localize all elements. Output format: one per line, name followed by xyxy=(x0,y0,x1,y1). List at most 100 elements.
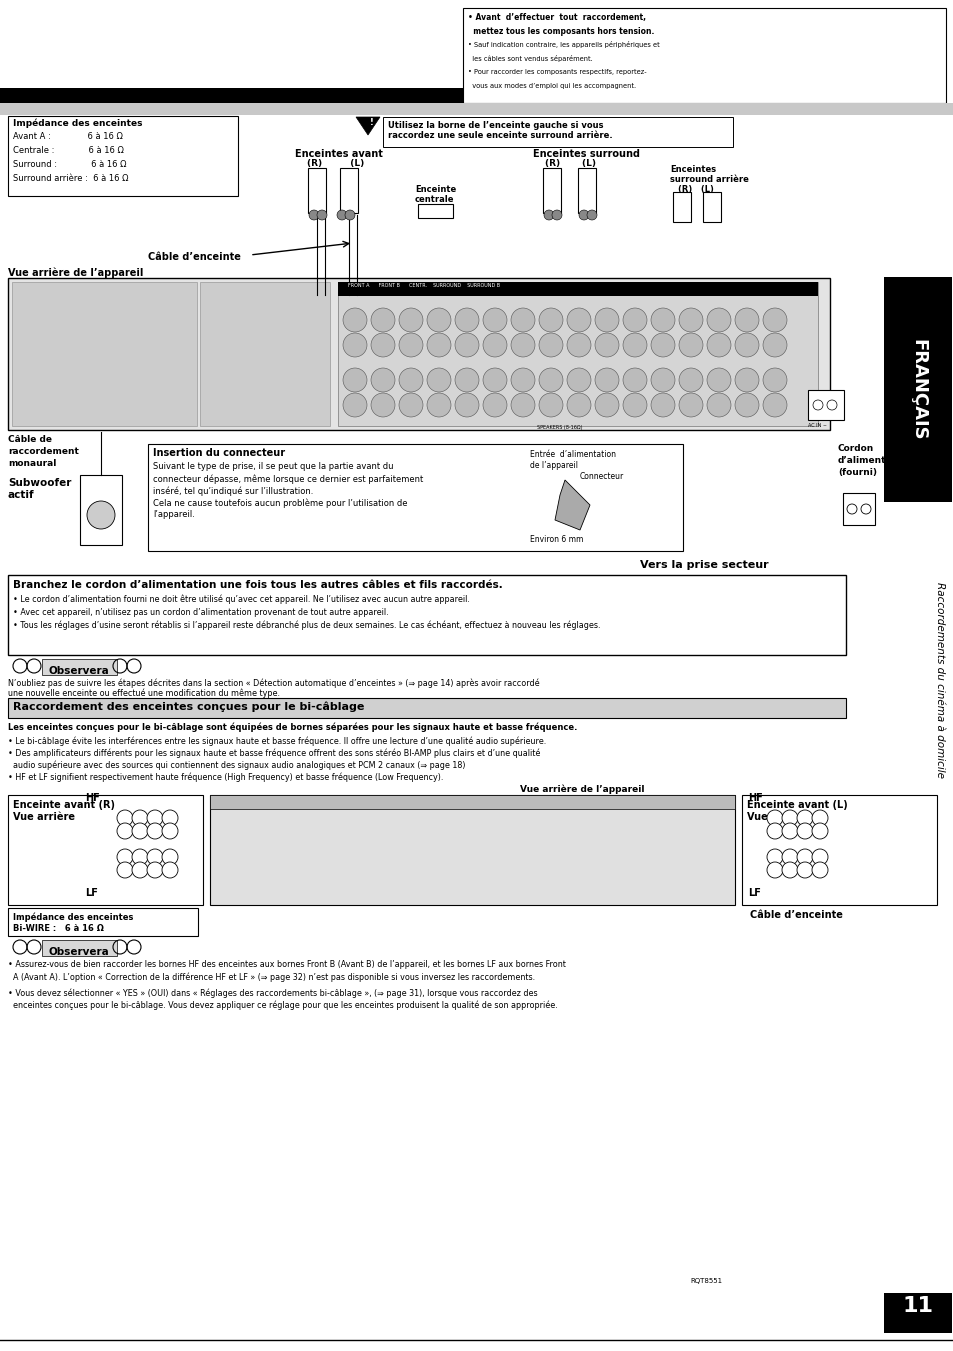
Bar xyxy=(8,278,829,430)
Circle shape xyxy=(398,367,422,392)
Text: AC IN ~: AC IN ~ xyxy=(807,423,826,428)
Bar xyxy=(148,444,682,551)
Circle shape xyxy=(427,393,451,417)
Circle shape xyxy=(734,367,759,392)
Circle shape xyxy=(781,862,797,878)
Circle shape xyxy=(566,308,590,332)
Text: raccordement: raccordement xyxy=(8,447,79,457)
Circle shape xyxy=(796,823,812,839)
Text: Environ 6 mm: Environ 6 mm xyxy=(530,535,583,544)
Text: connecteur dépasse, même lorsque ce dernier est parfaitement: connecteur dépasse, même lorsque ce dern… xyxy=(152,474,423,484)
Bar xyxy=(542,168,560,213)
Text: • HF et LF signifient respectivement haute fréquence (High Frequency) et basse f: • HF et LF signifient respectivement hau… xyxy=(8,773,443,782)
Circle shape xyxy=(398,393,422,417)
Text: Avant A :              6 à 16 Ω: Avant A : 6 à 16 Ω xyxy=(13,132,123,141)
Circle shape xyxy=(147,862,163,878)
Bar xyxy=(883,277,951,503)
Bar xyxy=(702,192,720,222)
Circle shape xyxy=(343,332,367,357)
Circle shape xyxy=(162,811,178,825)
Circle shape xyxy=(762,308,786,332)
Circle shape xyxy=(650,367,675,392)
Bar xyxy=(200,282,330,426)
Circle shape xyxy=(336,209,347,220)
Text: Connecteur: Connecteur xyxy=(579,471,623,481)
Bar xyxy=(12,282,196,426)
Bar xyxy=(672,192,690,222)
Circle shape xyxy=(650,393,675,417)
Circle shape xyxy=(578,209,588,220)
Bar xyxy=(8,698,845,717)
Circle shape xyxy=(398,308,422,332)
Text: Vue arrière: Vue arrière xyxy=(746,812,808,821)
Text: Centrale :             6 à 16 Ω: Centrale : 6 à 16 Ω xyxy=(13,146,124,155)
Text: Enceinte avant (L): Enceinte avant (L) xyxy=(746,800,847,811)
Circle shape xyxy=(147,848,163,865)
Circle shape xyxy=(543,209,554,220)
Bar xyxy=(8,116,237,196)
Text: • Tous les réglages d’usine seront rétablis si l’appareil reste débranché plus d: • Tous les réglages d’usine seront rétab… xyxy=(13,621,599,631)
Circle shape xyxy=(87,501,115,530)
Circle shape xyxy=(309,209,318,220)
Bar xyxy=(80,476,122,544)
Circle shape xyxy=(427,308,451,332)
Circle shape xyxy=(455,332,478,357)
Text: • Sauf indication contraire, les appareils périphériques et: • Sauf indication contraire, les apparei… xyxy=(468,41,659,49)
Bar xyxy=(42,940,117,957)
Text: Bi-WIRE :   6 à 16 Ω: Bi-WIRE : 6 à 16 Ω xyxy=(13,924,104,934)
Text: Cela ne cause toutefois aucun problème pour l’utilisation de: Cela ne cause toutefois aucun problème p… xyxy=(152,499,407,508)
Circle shape xyxy=(622,393,646,417)
Circle shape xyxy=(343,393,367,417)
Polygon shape xyxy=(555,480,589,530)
Circle shape xyxy=(371,308,395,332)
Circle shape xyxy=(650,332,675,357)
Bar xyxy=(0,103,953,115)
Text: • Pour raccorder les composants respectifs, reportez-: • Pour raccorder les composants respecti… xyxy=(468,69,646,76)
Circle shape xyxy=(316,209,327,220)
Text: Impédance des enceintes: Impédance des enceintes xyxy=(13,119,142,128)
Circle shape xyxy=(762,367,786,392)
Circle shape xyxy=(595,308,618,332)
Text: raccordez une seule enceinte surround arrière.: raccordez une seule enceinte surround ar… xyxy=(388,131,612,141)
Circle shape xyxy=(706,332,730,357)
Circle shape xyxy=(796,862,812,878)
Text: • Le cordon d’alimentation fourni ne doit être utilisé qu’avec cet appareil. Ne : • Le cordon d’alimentation fourni ne doi… xyxy=(13,594,470,604)
Circle shape xyxy=(595,367,618,392)
Circle shape xyxy=(734,332,759,357)
Text: • Vous devez sélectionner « YES » (OUI) dans « Réglages des raccordements bi-câb: • Vous devez sélectionner « YES » (OUI) … xyxy=(8,988,537,997)
Bar xyxy=(417,204,453,218)
Text: HF: HF xyxy=(85,793,100,802)
Text: l’appareil.: l’appareil. xyxy=(152,509,194,519)
Circle shape xyxy=(132,848,148,865)
Text: • Des amplificateurs différents pour les signaux haute et basse fréquence offren: • Des amplificateurs différents pour les… xyxy=(8,748,539,758)
Circle shape xyxy=(566,367,590,392)
Circle shape xyxy=(147,823,163,839)
Circle shape xyxy=(622,308,646,332)
Text: Entrée  d’alimentation: Entrée d’alimentation xyxy=(530,450,616,459)
Circle shape xyxy=(586,209,597,220)
Text: RQT8551: RQT8551 xyxy=(689,1278,721,1283)
Circle shape xyxy=(781,811,797,825)
Text: Subwoofer: Subwoofer xyxy=(8,478,71,488)
Text: Enceintes surround: Enceintes surround xyxy=(533,149,639,159)
Text: (R)       (L): (R) (L) xyxy=(544,159,596,168)
Circle shape xyxy=(622,332,646,357)
Circle shape xyxy=(398,332,422,357)
Text: Enceintes: Enceintes xyxy=(669,165,716,174)
Circle shape xyxy=(552,209,561,220)
Text: Raccordements du cinéma à domicile: Raccordements du cinéma à domicile xyxy=(934,582,944,778)
Text: Cordon: Cordon xyxy=(837,444,873,453)
Text: • Le bi-câblage évite les interférences entre les signaux haute et basse fréquen: • Le bi-câblage évite les interférences … xyxy=(8,738,546,747)
Text: enceintes conçues pour le bi-câblage. Vous devez appliquer ce réglage pour que l: enceintes conçues pour le bi-câblage. Vo… xyxy=(8,1001,558,1011)
Text: Câble d’enceinte: Câble d’enceinte xyxy=(749,911,842,920)
Circle shape xyxy=(734,308,759,332)
Circle shape xyxy=(811,848,827,865)
Text: Utilisez la borne de l’enceinte gauche si vous: Utilisez la borne de l’enceinte gauche s… xyxy=(388,122,603,130)
Text: N’oubliez pas de suivre les étapes décrites dans la section « Détection automati: N’oubliez pas de suivre les étapes décri… xyxy=(8,678,539,698)
Circle shape xyxy=(766,848,782,865)
Text: audio supérieure avec des sources qui contiennent des signaux audio analogiques : audio supérieure avec des sources qui co… xyxy=(8,761,465,770)
Circle shape xyxy=(538,332,562,357)
Bar xyxy=(883,1293,951,1333)
Circle shape xyxy=(679,308,702,332)
Text: Vers la prise secteur: Vers la prise secteur xyxy=(639,561,768,570)
